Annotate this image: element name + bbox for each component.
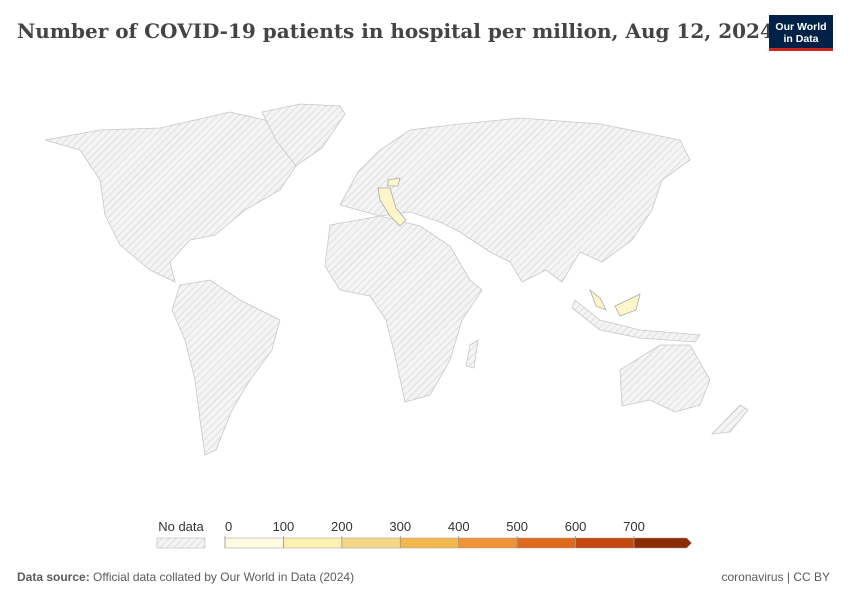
legend-bin bbox=[516, 537, 576, 549]
legend-bin bbox=[633, 537, 692, 549]
slovenia[interactable] bbox=[387, 177, 401, 187]
legend-bin bbox=[224, 537, 284, 549]
legend-bin bbox=[575, 537, 635, 549]
no-data-label: No data bbox=[158, 519, 204, 534]
legend-tick-label: 300 bbox=[389, 519, 411, 534]
map bbox=[44, 103, 749, 456]
legend: No data 0 100 200 300 400 500 600 700 bbox=[156, 519, 692, 549]
source-label: Data source: bbox=[17, 570, 90, 584]
legend-tick-label: 0 bbox=[225, 519, 232, 534]
indonesia[interactable] bbox=[571, 299, 701, 343]
legend-bin bbox=[341, 537, 401, 549]
legend-bin bbox=[458, 537, 518, 549]
no-data-swatch bbox=[156, 537, 206, 549]
logo[interactable]: Our World in Data bbox=[769, 15, 833, 51]
legend-tick-label: 500 bbox=[506, 519, 528, 534]
source: Data source: Official data collated by O… bbox=[17, 570, 354, 584]
north-america[interactable] bbox=[44, 111, 301, 283]
legend-bin bbox=[283, 537, 343, 549]
logo-text: in Data bbox=[783, 33, 818, 45]
eurasia[interactable] bbox=[339, 117, 691, 283]
greenland[interactable] bbox=[261, 103, 346, 167]
legend-tick-label: 600 bbox=[565, 519, 587, 534]
new-zealand[interactable] bbox=[710, 404, 749, 435]
license[interactable]: coronavirus | CC BY bbox=[722, 570, 831, 584]
italy[interactable] bbox=[377, 187, 407, 227]
legend-tick-label: 200 bbox=[331, 519, 353, 534]
malaysia[interactable] bbox=[614, 293, 641, 317]
malaysia[interactable] bbox=[589, 288, 607, 311]
madagascar[interactable] bbox=[465, 339, 479, 369]
source-text: Official data collated by Our World in D… bbox=[93, 570, 354, 584]
legend-tick-label: 700 bbox=[623, 519, 645, 534]
legend-tick-label: 100 bbox=[273, 519, 295, 534]
africa[interactable] bbox=[324, 215, 483, 403]
logo-text: Our World bbox=[775, 21, 826, 33]
legend-bin bbox=[400, 537, 459, 549]
south-america[interactable] bbox=[171, 279, 281, 456]
legend-tick-label: 400 bbox=[448, 519, 470, 534]
australia[interactable] bbox=[619, 344, 711, 413]
title: Number of COVID-19 patients in hospital … bbox=[17, 19, 774, 43]
